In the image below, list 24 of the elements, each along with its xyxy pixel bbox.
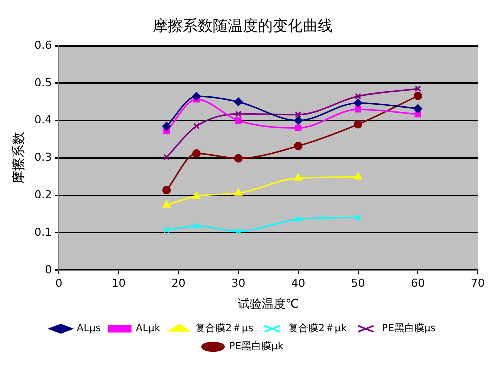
x-tick-label: 30 xyxy=(232,276,246,290)
x-tick-label: 40 xyxy=(291,276,306,290)
y-tick-label: 0.2 xyxy=(34,188,52,202)
y-tick-label: 0.1 xyxy=(34,226,52,239)
legend-label: ALμk xyxy=(136,324,161,335)
y-tick-label: 0.3 xyxy=(34,151,52,164)
chart-title: 摩擦系数随温度的变化曲线 xyxy=(153,16,333,35)
x-tick-label: 60 xyxy=(411,276,426,290)
x-tick-label: 70 xyxy=(471,276,485,290)
legend-label: 复合膜2＃μs xyxy=(196,322,254,335)
legend-label: PE黑白膜μs xyxy=(382,322,436,335)
y-axis-title: 摩擦系数 xyxy=(12,132,28,184)
y-tick-label: 0.4 xyxy=(34,114,52,127)
legend-label: ALμs xyxy=(77,324,102,335)
y-tick-label: 0.6 xyxy=(34,38,52,52)
legend-label: 复合膜2＃μk xyxy=(288,322,348,335)
x-axis-title: 试验温度℃ xyxy=(238,296,300,311)
y-tick-label: 0 xyxy=(45,263,52,276)
y-tick-label: 0.5 xyxy=(34,76,52,90)
x-tick-label: 20 xyxy=(172,276,186,290)
legend-label: PE黑白膜μk xyxy=(229,340,284,353)
x-tick-label: 50 xyxy=(351,276,366,290)
x-tick-label: 10 xyxy=(112,276,126,290)
x-tick-label: 0 xyxy=(56,276,63,290)
